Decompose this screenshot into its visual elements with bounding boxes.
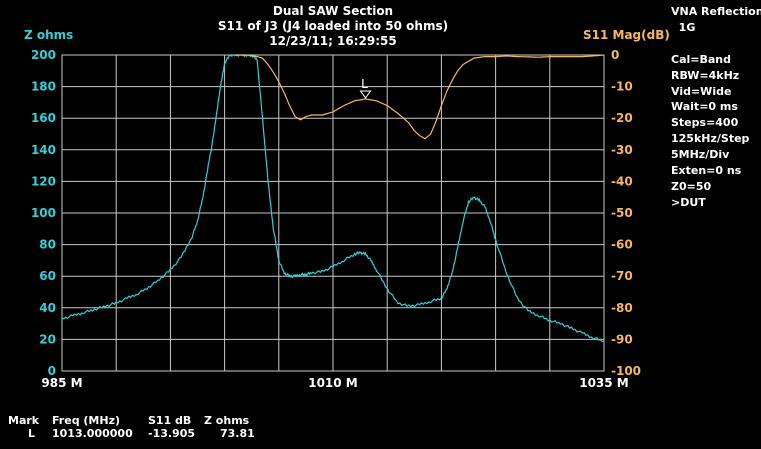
left-axis-ticks: 0 20 40 60 80 100 120 140 160 180 200 <box>31 48 56 378</box>
series-group <box>61 53 605 343</box>
x-tick-label: 985 M <box>41 376 82 390</box>
chart-title: Dual SAW Section <box>272 4 394 18</box>
left-tick-label: 180 <box>31 80 56 94</box>
marker-data-row: L 1013.000000 -13.905 73.81 <box>8 427 264 440</box>
right-tick-label: -100 <box>611 364 641 378</box>
settings-line: 125kHz/Step <box>671 132 750 146</box>
left-tick-label: 120 <box>31 174 56 188</box>
marker-col-s11: S11 dB <box>148 414 192 427</box>
marker-label: L <box>361 77 368 91</box>
marker-readout: Mark Freq (MHz) S11 dB Z ohms L 1013.000000 -… <box>8 414 264 440</box>
series-line-z-ohms <box>61 53 605 343</box>
marker-col-z: Z ohms <box>204 414 250 427</box>
settings-line: 5MHz/Div <box>671 148 730 162</box>
settings-line: Cal=Band <box>671 52 731 66</box>
settings-panel: VNA Reflection 1G Cal=Band RBW=4kHz Vid=Wi… <box>671 4 761 211</box>
right-tick-label: -10 <box>611 80 633 94</box>
right-axis-ticks: 0 -10 -20 -30 -40 -50 -60 -70 -80 -90 -100 <box>611 48 641 378</box>
settings-line: VNA Reflection <box>671 5 761 18</box>
settings-line: Exten=0 ns <box>671 164 742 178</box>
chart-subtitle: S11 of J3 (J4 loaded into 50 ohms) <box>217 19 449 33</box>
left-tick-label: 100 <box>31 206 56 220</box>
marker-s11-cell: -13.905 <box>148 427 196 440</box>
x-tick-label: 1010 M <box>308 376 358 390</box>
left-tick-label: 20 <box>39 332 56 346</box>
left-tick-label: 60 <box>39 269 56 283</box>
settings-line: Wait=0 ms <box>671 100 738 114</box>
left-tick-label: 40 <box>39 301 56 315</box>
right-tick-label: -60 <box>611 238 633 252</box>
marker-triangle <box>359 90 372 99</box>
marker-z-cell: 73.81 <box>220 427 255 440</box>
left-tick-label: 160 <box>31 111 56 125</box>
marker-freq-cell: 1013.000000 <box>52 427 133 440</box>
right-axis-label: S11 Mag(dB) <box>583 28 670 42</box>
right-tick-label: -70 <box>611 269 633 283</box>
right-tick-label: -90 <box>611 332 633 346</box>
right-tick-label: -30 <box>611 143 633 157</box>
marker-header-row: Mark Freq (MHz) S11 dB Z ohms <box>8 414 264 427</box>
settings-line: RBW=4kHz <box>671 68 740 82</box>
right-tick-label: -40 <box>611 174 633 188</box>
settings-line: Vid=Wide <box>671 84 732 98</box>
right-tick-label: -80 <box>611 301 633 315</box>
left-tick-label: 80 <box>39 238 56 252</box>
settings-line: Z0=50 <box>671 179 712 193</box>
left-tick-label: 200 <box>31 48 56 62</box>
x-axis-ticks: 985 M 1010 M 1035 M <box>41 376 628 390</box>
settings-line: 1G <box>671 20 696 34</box>
settings-line: >DUT <box>671 195 706 209</box>
grid <box>61 54 605 372</box>
right-tick-label: 0 <box>611 48 619 62</box>
right-tick-label: -50 <box>611 206 633 220</box>
left-tick-label: 0 <box>48 364 56 378</box>
left-tick-label: 140 <box>31 143 56 157</box>
marker-col-mark: Mark <box>8 414 40 427</box>
settings-line: Steps=400 <box>671 116 739 130</box>
marker-col-freq: Freq (MHz) <box>52 414 121 427</box>
chart-timestamp: 12/23/11; 16:29:55 <box>269 34 397 48</box>
right-tick-label: -20 <box>611 111 633 125</box>
left-axis-label: Z ohms <box>24 28 74 42</box>
series-line-s11-mag <box>235 54 605 140</box>
x-tick-label: 1035 M <box>579 376 629 390</box>
marker-group: L <box>359 77 372 99</box>
marker-label-cell: L <box>28 427 36 440</box>
